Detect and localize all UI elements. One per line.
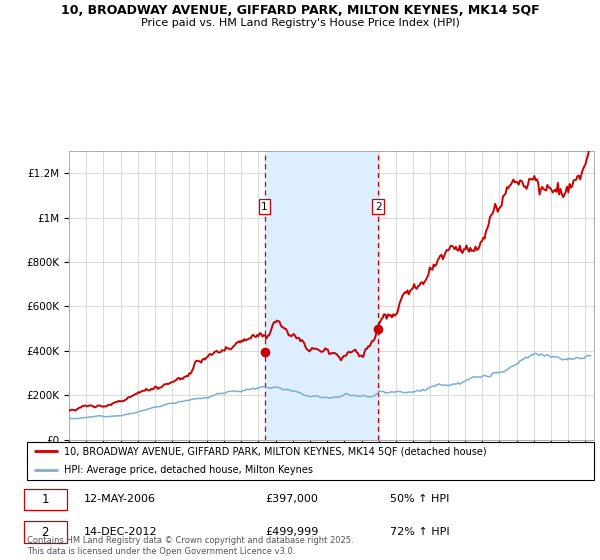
FancyBboxPatch shape bbox=[24, 488, 67, 510]
Text: 72% ↑ HPI: 72% ↑ HPI bbox=[390, 528, 449, 537]
Text: Price paid vs. HM Land Registry's House Price Index (HPI): Price paid vs. HM Land Registry's House … bbox=[140, 18, 460, 28]
Text: £499,999: £499,999 bbox=[265, 528, 319, 537]
Text: 12-MAY-2006: 12-MAY-2006 bbox=[84, 494, 156, 505]
Bar bbox=[265, 151, 378, 440]
Text: 2: 2 bbox=[41, 526, 49, 539]
Text: 50% ↑ HPI: 50% ↑ HPI bbox=[390, 494, 449, 505]
Text: 1: 1 bbox=[41, 493, 49, 506]
FancyBboxPatch shape bbox=[27, 442, 594, 480]
Text: HPI: Average price, detached house, Milton Keynes: HPI: Average price, detached house, Milt… bbox=[64, 465, 313, 475]
Text: 10, BROADWAY AVENUE, GIFFARD PARK, MILTON KEYNES, MK14 5QF: 10, BROADWAY AVENUE, GIFFARD PARK, MILTO… bbox=[61, 4, 539, 17]
Text: Contains HM Land Registry data © Crown copyright and database right 2025.
This d: Contains HM Land Registry data © Crown c… bbox=[27, 536, 353, 556]
Text: 1: 1 bbox=[261, 202, 268, 212]
Text: £397,000: £397,000 bbox=[265, 494, 318, 505]
Text: 10, BROADWAY AVENUE, GIFFARD PARK, MILTON KEYNES, MK14 5QF (detached house): 10, BROADWAY AVENUE, GIFFARD PARK, MILTO… bbox=[64, 446, 487, 456]
FancyBboxPatch shape bbox=[24, 521, 67, 543]
Text: 2: 2 bbox=[375, 202, 382, 212]
Text: 14-DEC-2012: 14-DEC-2012 bbox=[84, 528, 157, 537]
